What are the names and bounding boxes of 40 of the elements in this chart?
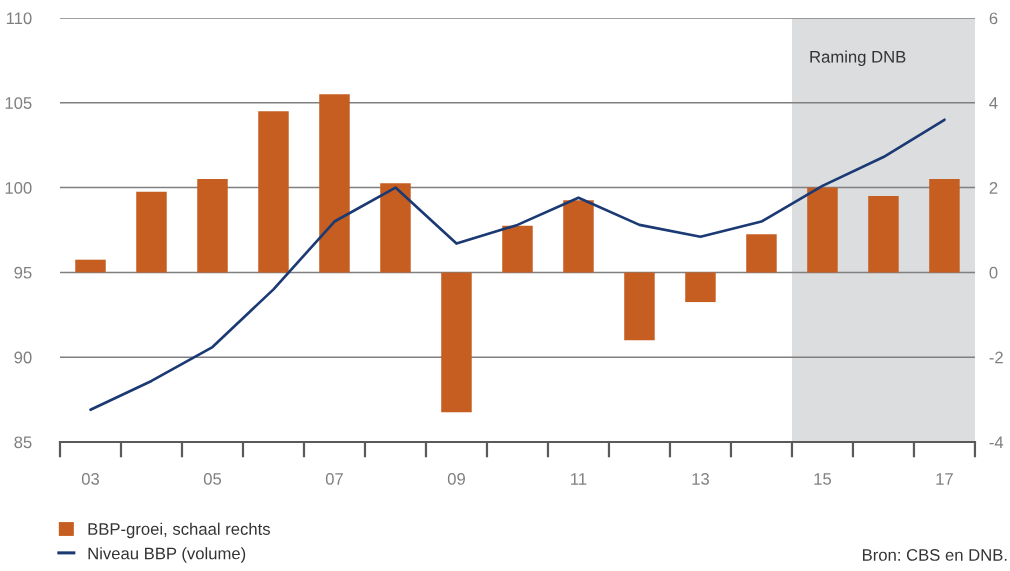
bar [75, 259, 106, 273]
bar [563, 200, 594, 273]
bar [258, 111, 289, 273]
bar [868, 196, 899, 273]
line-series [89, 118, 946, 412]
y-tick-label: 100 [5, 182, 32, 194]
y-tick-label: 90 [14, 351, 32, 364]
bar [441, 272, 472, 413]
bar [807, 187, 838, 273]
x-tick-label: 13 [692, 473, 709, 485]
x-tick-label: 03 [81, 473, 100, 485]
y2-tick-label: 2 [989, 182, 998, 194]
legend-label: Niveau BBP (volume) [88, 547, 246, 563]
bar [319, 94, 350, 273]
x-tick-label: 11 [571, 473, 587, 485]
bar [136, 191, 167, 273]
y-tick-label: 105 [5, 97, 32, 109]
y2-tick-label: 6 [989, 12, 998, 25]
y-tick-label: 95 [14, 266, 32, 279]
x-tick-label: 15 [814, 473, 832, 485]
x-tick-label: 09 [447, 473, 465, 485]
x-tick-label: 07 [325, 473, 343, 485]
bar [197, 179, 228, 273]
y2-tick-label: 0 [989, 266, 998, 279]
y2-tick-label: -2 [989, 351, 1003, 364]
bar [380, 183, 411, 273]
legend-label: BBP-groei, schaal rechts [88, 522, 270, 539]
text: Bron: CBS en DNB. [863, 549, 1007, 561]
y2-tick-label: -4 [989, 436, 1004, 449]
bar [929, 179, 960, 273]
y2-tick-label: 4 [989, 97, 998, 109]
bar [624, 272, 655, 341]
y-tick-label: 110 [6, 12, 32, 25]
bar [502, 225, 533, 273]
y-tick-label: 85 [14, 436, 32, 449]
x-tick-label: 05 [203, 473, 222, 485]
band-label: Raming DNB [810, 50, 906, 67]
bar [685, 272, 716, 303]
x-tick-label: 17 [936, 473, 953, 485]
bar [746, 234, 777, 273]
